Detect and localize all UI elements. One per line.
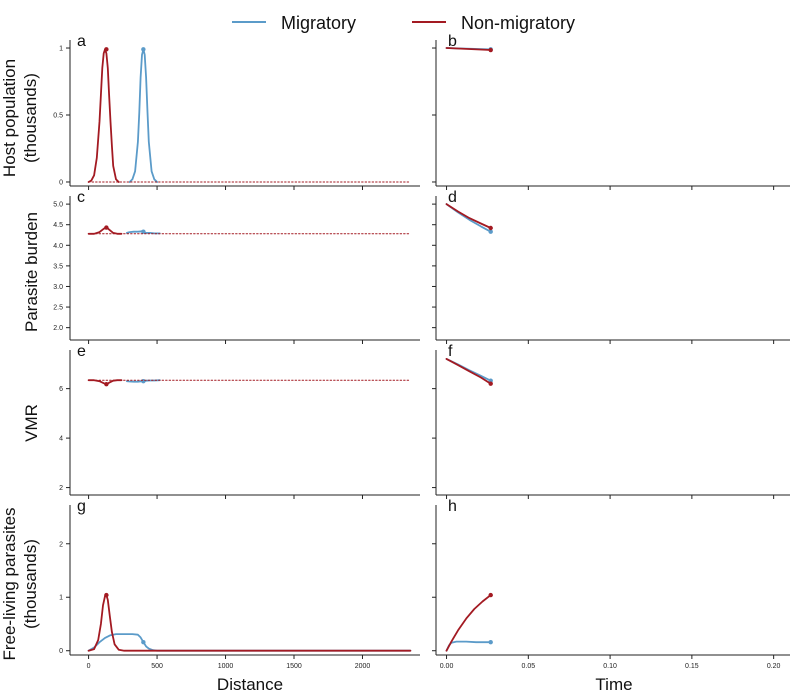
y-tick-label: 6 <box>59 386 63 393</box>
y-tick-label: 2 <box>59 541 63 548</box>
panel-e: 2 4 6 e <box>59 343 420 499</box>
time-axis-title: Time <box>595 675 632 694</box>
series-marker-migratory <box>488 229 493 234</box>
series-line-migratory <box>128 48 159 183</box>
x-tick-label: 500 <box>151 663 163 670</box>
x-tick-label: 1500 <box>286 663 302 670</box>
y-tick-label: 3.5 <box>53 263 63 270</box>
series-marker-migratory <box>488 639 493 645</box>
x-tick-label: 0.05 <box>522 663 536 670</box>
x-tick-label: 0.10 <box>603 663 617 670</box>
panel-letter-c: c <box>77 189 85 206</box>
legend: Migratory Non-migratory <box>232 13 575 33</box>
y-tick-label: 5.0 <box>53 202 63 209</box>
x-tick-label: 1000 <box>218 663 234 670</box>
legend-migratory-label: Migratory <box>281 13 356 33</box>
y-tick-label: 1 <box>59 595 63 602</box>
x-tick-label: 0.00 <box>440 663 454 670</box>
y-tick-label: 2.5 <box>53 305 63 312</box>
series-marker-non-migratory <box>488 592 493 598</box>
series-marker-non-migratory <box>488 225 493 231</box>
series-marker-non-migratory <box>488 381 493 386</box>
panel-b: b <box>432 33 790 190</box>
y-tick-label: 4.5 <box>53 222 63 229</box>
series-marker-non-migratory <box>104 47 109 52</box>
series-marker-non-migratory <box>488 47 493 53</box>
series-marker-migratory <box>141 639 146 645</box>
series-line-non-migratory <box>87 48 120 183</box>
x-tick-label: 2000 <box>355 663 371 670</box>
y-tick-label: 2 <box>59 485 63 492</box>
axis-title-line: Free-living parasites <box>0 507 19 660</box>
series-marker-migratory <box>141 47 146 52</box>
series-marker-non-migratory <box>104 225 109 230</box>
series-line-migratory <box>87 633 412 652</box>
panel-letter-b: b <box>448 33 457 50</box>
panel-f: f <box>432 343 790 499</box>
vmr-axis-title: VMR <box>22 404 41 442</box>
y-tick-label: 3.0 <box>53 284 63 291</box>
y-tick-label: 1 <box>59 46 63 53</box>
series-line-non-migratory <box>445 594 492 652</box>
series-line-non-migratory <box>445 203 492 229</box>
panel-letter-e: e <box>77 343 86 360</box>
series-marker-migratory <box>141 229 146 234</box>
axis-title-line: Host population <box>0 59 19 177</box>
y-tick-label: 0.5 <box>53 113 63 120</box>
axis-title-line: (thousands) <box>21 539 40 629</box>
panel-letter-g: g <box>77 498 86 515</box>
panel-g: 0 1 2 0 500 1000 1500 2000 g <box>59 498 420 670</box>
panels: 0 0.5 1 a b 2.0 2.5 3.0 3.5 4.0 4.5 5.0 c d 2 4 6 e f 0 1 2 0 5… <box>53 33 790 670</box>
legend-non-migratory-label: Non-migratory <box>461 13 575 33</box>
series-line-non-migratory <box>445 357 492 385</box>
panel-d: d <box>432 189 790 344</box>
panel-a: 0 0.5 1 a <box>53 33 420 190</box>
free-living-parasites-axis-title: Free-living parasites (thousands) <box>0 507 40 660</box>
y-tick-label: 2.0 <box>53 325 63 332</box>
series-marker-migratory <box>141 379 146 384</box>
series-line-migratory <box>445 640 492 652</box>
y-tick-label: 0 <box>59 179 63 186</box>
series-line-non-migratory <box>87 594 412 652</box>
panel-letter-a: a <box>77 33 86 50</box>
panel-h: 0.00 0.05 0.10 0.15 0.20 h <box>432 498 790 670</box>
panel-letter-d: d <box>448 189 457 206</box>
parasite-burden-axis-title: Parasite burden <box>22 212 41 332</box>
axis-title-line: (thousands) <box>21 73 40 163</box>
series-line-non-migratory <box>445 47 492 51</box>
panel-c: 2.0 2.5 3.0 3.5 4.0 4.5 5.0 c <box>53 189 420 344</box>
x-tick-label: 0 <box>87 663 91 670</box>
series-marker-non-migratory <box>104 381 109 387</box>
panel-letter-h: h <box>448 498 457 515</box>
y-tick-label: 4 <box>59 436 63 443</box>
panel-letter-f: f <box>448 343 453 360</box>
host-population-axis-title: Host population (thousands) <box>0 59 40 177</box>
distance-axis-title: Distance <box>217 675 283 694</box>
y-tick-label: 0 <box>59 648 63 655</box>
x-tick-label: 0.20 <box>767 663 781 670</box>
series-marker-non-migratory <box>104 592 109 598</box>
y-tick-label: 4.0 <box>53 243 63 250</box>
x-tick-label: 0.15 <box>685 663 699 670</box>
